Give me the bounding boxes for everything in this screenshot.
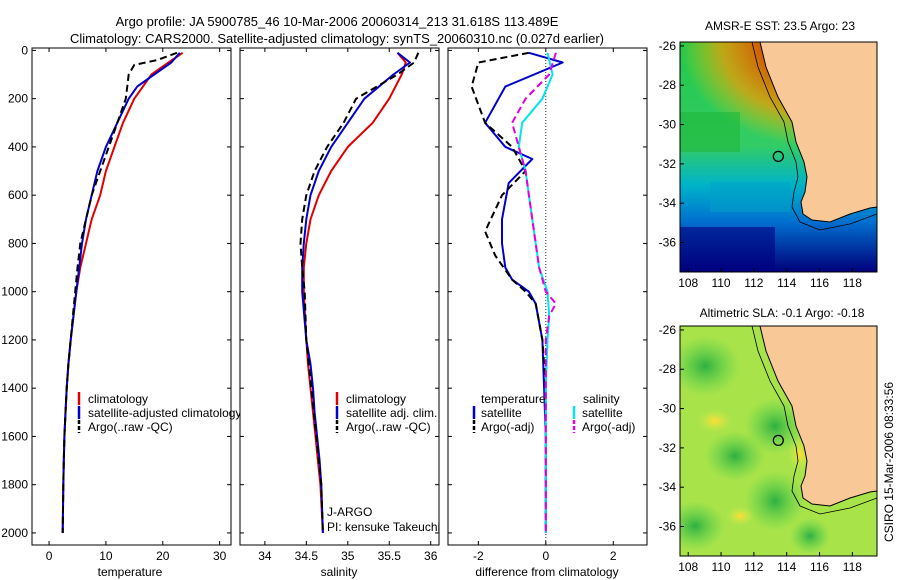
temperature-plot-area — [31, 47, 232, 546]
sst-coastline-land — [759, 42, 877, 223]
series-line-climatology — [302, 52, 407, 533]
map-lon-label: 110 — [711, 276, 730, 290]
map-lon-label: 118 — [843, 560, 862, 574]
x-tick-label: 0 — [542, 549, 549, 563]
sst-map-image — [680, 42, 877, 272]
argo-float-marker — [772, 434, 784, 447]
x-tick-label: 0 — [46, 549, 53, 563]
map-lat-label: -32 — [659, 441, 677, 455]
x-tick-label: 35 — [341, 549, 355, 563]
map-lat-label: -30 — [659, 118, 677, 132]
sla-map-image — [680, 326, 877, 556]
temperature-panel: 0 200 400 600 800 1000 1200 1400 1600 1800 2000 0 10… — [1, 43, 241, 579]
y-tick-label: 600 — [8, 188, 28, 202]
sla-map-frame — [679, 325, 878, 557]
legend-label-satellite: satellite-adjusted climatology — [88, 406, 241, 420]
figure-title-line1: Argo profile: JA 5900785_46 10-Mar-2006 … — [116, 14, 559, 29]
sst-map-panel: AMSR-E SST: 23.5 Argo: 23 108 110 112 114 11… — [659, 19, 878, 290]
y-tick-label: 1800 — [1, 478, 28, 492]
legend-label-satellite: satellite adj. clim. — [346, 406, 437, 420]
map-lon-label: 112 — [744, 276, 763, 290]
sst-map-frame — [679, 41, 878, 273]
legend-title-temperature: temperature — [481, 392, 546, 406]
difference-legend: temperature satellite Argo(-adj) salinit… — [472, 392, 635, 434]
x-tick-label: -2 — [473, 549, 484, 563]
y-tick-label: 1400 — [1, 381, 28, 395]
series-line-satellite-adj-clim- — [301, 52, 411, 533]
map-lon-label: 116 — [810, 276, 829, 290]
map-lat-label: -26 — [659, 39, 677, 53]
map-lon-label: 116 — [810, 560, 829, 574]
y-tick-label: 1600 — [1, 429, 28, 443]
map-lat-label: -30 — [659, 402, 677, 416]
salinity-annotation-program: J-ARGO — [327, 505, 372, 519]
legend-label-sal-argo: Argo(-adj) — [582, 420, 635, 434]
map-lat-label: -34 — [659, 196, 677, 210]
sst-shelf-contour — [751, 42, 877, 231]
map-lon-label: 118 — [843, 276, 862, 290]
map-lat-label: -26 — [659, 323, 677, 337]
x-tick-label: 10 — [99, 549, 113, 563]
salinity-xlabel: salinity — [321, 565, 358, 579]
legend-label-argo: Argo(..raw -QC) — [88, 420, 173, 434]
x-tick-label: 36 — [424, 549, 438, 563]
map-lon-label: 108 — [678, 560, 698, 574]
y-tick-label: 400 — [8, 140, 28, 154]
sla-map-panel: Altimetric SLA: -0.1 Argo: -0.18 108 110 1… — [659, 306, 878, 574]
map-lat-label: -34 — [659, 480, 677, 494]
argo-float-marker — [772, 150, 784, 163]
legend-title-salinity: salinity — [583, 392, 620, 406]
legend-label-temp-argo: Argo(-adj) — [481, 420, 534, 434]
salinity-plot-area — [239, 47, 440, 546]
legend-label-temp-satellite: satellite — [481, 406, 522, 420]
salinity-legend: climatology satellite adj. clim. Argo(..… — [335, 392, 437, 434]
y-tick-label: 200 — [8, 92, 28, 106]
map-lat-label: -36 — [659, 520, 677, 534]
x-tick-label: 34.5 — [295, 549, 319, 563]
legend-label-climatology: climatology — [88, 392, 148, 406]
difference-xlabel: difference from climatology — [475, 565, 618, 579]
map-lon-label: 112 — [744, 560, 763, 574]
legend-label-sal-satellite: satellite — [582, 406, 623, 420]
map-lat-label: -28 — [659, 362, 677, 376]
map-lon-label: 114 — [777, 276, 796, 290]
figure-title-line2: Climatology: CARS2000. Satellite-adjuste… — [70, 31, 604, 46]
x-tick-label: 34 — [258, 549, 272, 563]
y-tick-label: 800 — [8, 236, 28, 250]
y-tick-label: 2000 — [1, 526, 28, 540]
sla-map-title: Altimetric SLA: -0.1 Argo: -0.18 — [700, 306, 865, 320]
difference-panel: -2 0 2 difference from climatology tempera… — [447, 47, 648, 579]
map-lat-label: -36 — [659, 236, 677, 250]
x-tick-label: 20 — [156, 549, 170, 563]
legend-label-climatology: climatology — [346, 392, 406, 406]
salinity-panel: 34 34.5 35 35.5 36 salinity climatology sate… — [239, 47, 440, 579]
map-lat-label: -28 — [659, 78, 677, 92]
sla-coastline-land — [759, 326, 877, 507]
temperature-xlabel: temperature — [98, 565, 163, 579]
map-lon-label: 110 — [711, 560, 730, 574]
timestamp-stamp: CSIRO 15-Mar-2006 08:33:56 — [882, 382, 896, 542]
map-lon-label: 108 — [678, 276, 698, 290]
x-tick-label: 30 — [213, 549, 227, 563]
sla-shelf-contour — [751, 326, 877, 515]
sst-map-title: AMSR-E SST: 23.5 Argo: 23 — [705, 19, 855, 33]
y-tick-label: 1200 — [1, 333, 28, 347]
x-tick-label: 35.5 — [378, 549, 402, 563]
map-lat-label: -32 — [659, 157, 677, 171]
map-lon-label: 114 — [777, 560, 796, 574]
salinity-annotation-pi: PI: kensuke Takeuchi — [327, 520, 440, 534]
y-tick-label: 1000 — [1, 285, 28, 299]
series-line-argo-raw-qc- — [61, 51, 178, 533]
legend-label-argo: Argo(..raw -QC) — [346, 420, 431, 434]
series-line-argo-raw-qc- — [299, 52, 420, 533]
y-tick-label: 0 — [21, 43, 28, 57]
x-tick-label: 2 — [610, 549, 617, 563]
temperature-legend: climatology satellite-adjusted climatolo… — [77, 392, 241, 434]
